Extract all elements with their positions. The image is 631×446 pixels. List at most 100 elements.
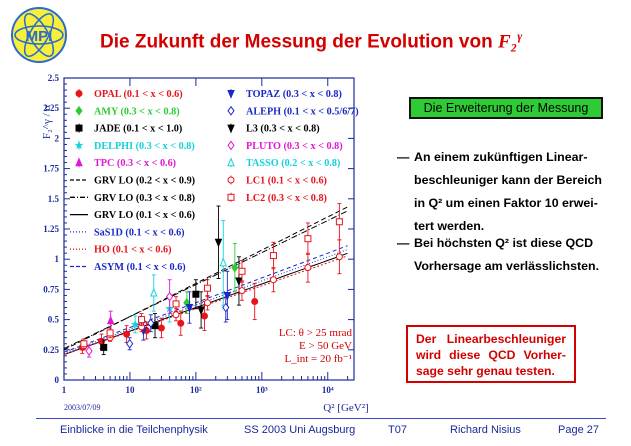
data-point [157,324,165,332]
legend-label: ASYM (0.1 < x < 0.6) [94,262,186,273]
legend-label: ALEPH (0.1 < x < 0.5/6/7) [246,106,359,117]
data-point [238,267,246,275]
data-point [227,90,235,99]
data-point [227,176,235,184]
data-point [123,330,131,338]
data-point [75,157,83,167]
data-point [227,193,235,201]
data-point [251,297,259,305]
footer-code: T07 [388,424,407,436]
data-point [166,291,174,302]
logo-text: MPI [26,28,53,45]
data-point [227,124,235,134]
legend-label: JADE (0.1 < x < 1.0) [94,124,182,135]
data-point [177,319,185,327]
chart-legend: OPAL (0.1 < x < 0.6) AMY (0.3 < x < 0.8) J… [70,89,359,273]
data-point [147,318,155,329]
bullet-1-dash: — [397,150,410,164]
x-axis-label: Q² [GeV²] [323,402,368,414]
legend-label: LC2 (0.3 < x < 0.8) [246,193,327,204]
footer-divider [36,418,606,419]
data-point [227,105,235,116]
y-tick-label: 2.25 [43,103,59,113]
data-point [150,287,158,297]
legend-label: SaS1D (0.1 < x < 0.6) [94,227,185,238]
page-title: Die Zukunft der Messung der Evolution vo… [100,29,522,53]
lc-note-line1: LC: θ > 25 mrad [279,327,353,339]
data-point [235,277,243,287]
data-point [227,140,235,151]
y-tick-label: 1.75 [43,164,59,174]
bullet-1: — An einem zukünftigen Linear-beschleuni… [397,146,612,236]
data-point [75,90,83,97]
legend-label: PLUTO (0.3 < x < 0.8) [246,141,343,152]
data-point [231,262,239,273]
data-point [335,253,343,261]
data-point [238,287,246,295]
data-point [200,312,208,320]
chart-points [78,203,343,358]
y-tick-label: 1.5 [48,194,60,204]
data-point [138,316,146,324]
legend-label: GRV LO (0.1 < x < 0.6) [94,210,195,221]
data-point [100,343,108,351]
mpi-logo: MPI [11,7,67,63]
chart-axes: 0 0.25 0.5 0.75 1 1.25 1.5 1.75 2 2.25 2.5 1 10 10² 10… [43,73,355,395]
data-point [219,257,228,267]
lc-note-line2: E > 50 GeV [299,340,352,352]
footer-page: Page 27 [558,424,599,436]
data-point [192,290,200,298]
legend-label: HO (0.1 < x < 0.6) [94,245,172,256]
data-point [172,311,180,319]
data-point [80,340,88,348]
data-point [203,299,211,307]
y-tick-label: 2.5 [48,73,60,83]
x-tick-label: 10 [125,385,135,395]
green-box: Die Erweiterung der Messung [409,97,603,119]
data-point [172,300,180,308]
footer-course: SS 2003 Uni Augsburg [244,424,356,436]
x-tick-label: 10² [190,385,202,395]
legend-label: OPAL (0.1 < x < 0.6) [94,89,183,100]
legend-label: L3 (0.3 < x < 0.8) [246,124,320,135]
legend-label: GRV LO (0.3 < x < 0.8) [94,193,195,204]
data-point [85,346,93,356]
legend-label: AMY (0.3 < x < 0.8) [94,106,180,117]
x-tick-label: 10⁴ [322,385,334,395]
data-point [106,329,114,337]
legend-label: TOPAZ (0.3 < x < 0.8) [246,89,342,100]
data-point [269,252,277,260]
data-point [203,284,211,292]
data-point [75,124,83,132]
legend-label: GRV LO (0.2 < x < 0.9) [94,176,195,187]
data-point [304,235,312,243]
legend-label: DELPHI (0.3 < x < 0.8) [94,141,195,152]
y-tick-label: 0.25 [43,345,59,355]
x-tick-label: 10³ [256,385,268,395]
bullet-2-text: Bei höchsten Q² ist diese QCD Vorhersage… [414,236,600,273]
x-tick-label: 1 [62,385,67,395]
f2-gamma-chart: 0 0.25 0.5 0.75 1 1.25 1.5 1.75 2 2.25 2.5 1 10 10² 10… [41,73,369,414]
data-point [214,238,223,248]
data-point [269,276,277,284]
title-symbol-sup: γ [517,29,523,43]
red-box: Der Linearbeschleuniger wird diese QCD V… [406,325,576,383]
y-axis-label: F₂^γ / α [41,105,53,140]
data-point [130,319,140,329]
legend-label: TASSO (0.2 < x < 0.8) [246,158,340,169]
data-point [106,315,115,325]
bullet-1-text: An einem zukünftigen Linear-beschleunige… [414,150,602,233]
y-tick-label: 1.25 [43,224,59,234]
y-tick-label: 0 [55,375,60,385]
legend-label: TPC (0.3 < x < 0.6) [94,158,176,169]
y-tick-label: 1 [55,254,60,264]
y-tick-label: 2 [55,133,60,143]
lc-note-line3: L_int = 20 fb⁻¹ [284,353,352,365]
date-label: 2003/07/09 [64,403,100,412]
title-main: Die Zukunft der Messung der Evolution vo… [100,31,498,53]
data-point [304,264,312,272]
data-point [227,157,235,167]
data-point [185,304,194,313]
data-point [74,140,84,150]
bullet-2-dash: — [397,236,410,250]
